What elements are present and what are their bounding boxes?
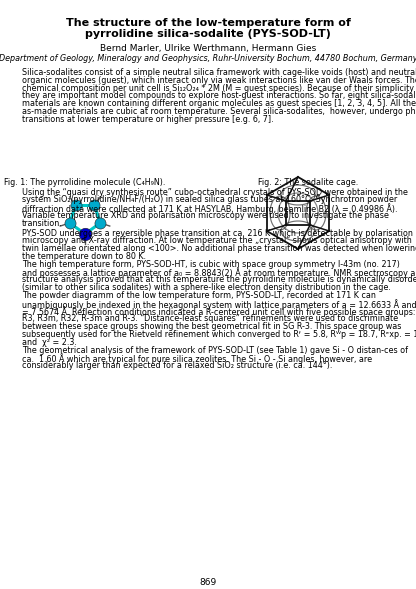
Text: pyrrolidine silica-sodalite (PYS-SOD-LT): pyrrolidine silica-sodalite (PYS-SOD-LT) [85, 29, 331, 39]
Text: R3, R3m, R32, R-3m and R-3. “Distance-least squares” refinements were used to di: R3, R3m, R32, R-3m and R-3. “Distance-le… [22, 315, 398, 323]
Text: PYS-SOD undergoes a reversible phase transition at ca. 216 K which is detectable: PYS-SOD undergoes a reversible phase tra… [22, 229, 413, 237]
Text: 869: 869 [199, 578, 217, 587]
Text: Bernd Marler, Ulrike Werthmann, Hermann Gies: Bernd Marler, Ulrike Werthmann, Hermann … [100, 44, 316, 53]
Text: Fig. 2: The sodalite cage.: Fig. 2: The sodalite cage. [258, 178, 358, 187]
Text: ca.  1.60 Å which are typical for pure silica zeolites. The Si - O - Si angles, : ca. 1.60 Å which are typical for pure si… [22, 353, 372, 364]
Text: system SiO₂/pyrrolidine/NH₄F/(H₂O) in sealed silica glass tubes at 160°C. Synchr: system SiO₂/pyrrolidine/NH₄F/(H₂O) in se… [22, 196, 397, 204]
Text: as-made materials are cubic at room temperature. Several silica-sodalites,  howe: as-made materials are cubic at room temp… [22, 107, 416, 116]
Text: Fig. 1: The pyrrolidine molecule (C₄H₉N).: Fig. 1: The pyrrolidine molecule (C₄H₉N)… [4, 178, 166, 187]
Text: Using the “quasi dry synthesis route” cubo-octahedral crystals of PYS-SOD were o: Using the “quasi dry synthesis route” cu… [22, 188, 408, 197]
Text: they are important model compounds to explore host-guest interactions. So far, e: they are important model compounds to ex… [22, 91, 416, 100]
Text: Silica-sodalites consist of a simple neutral silica framework with cage-like voi: Silica-sodalites consist of a simple neu… [22, 68, 416, 77]
Text: The geometrical analysis of the framework of PYS-SOD-LT (see Table 1) gave Si - : The geometrical analysis of the framewor… [22, 346, 408, 355]
Text: (similar to other silica sodalites) with a sphere-like electron density distribu: (similar to other silica sodalites) with… [22, 283, 391, 292]
Text: transitions at lower temperature or higher pressure [e.g. 6, 7].: transitions at lower temperature or high… [22, 115, 274, 124]
Text: Department of Geology, Mineralogy and Geophysics, Ruhr-University Bochum, 44780 : Department of Geology, Mineralogy and Ge… [0, 54, 416, 63]
Text: between these space groups showing the best geometrical fit in SG R-3. This spac: between these space groups showing the b… [22, 322, 401, 331]
Text: microscopy and X-ray diffraction. At low temperature the „crystal“ shows optical: microscopy and X-ray diffraction. At low… [22, 236, 412, 246]
Text: materials are known containing different organic molecules as guest species [1, : materials are known containing different… [22, 99, 416, 108]
Text: chemical composition per unit cell is Si₁₂O₂₄ * 2M (M = guest species). Because : chemical composition per unit cell is Si… [22, 84, 414, 92]
Text: Variable temperature XRD and polarisation microscopy were used to investigate th: Variable temperature XRD and polarisatio… [22, 211, 389, 220]
Text: The high temperature form, PYS-SOD-HT, is cubic with space group symmetry I-43m : The high temperature form, PYS-SOD-HT, i… [22, 260, 400, 269]
Text: = 7.5674 Å. Reflection conditions indicated a R-centered unit cell with five pos: = 7.5674 Å. Reflection conditions indica… [22, 307, 416, 317]
Text: structure analysis proved that at this temperature the pyrrolidine molecule is d: structure analysis proved that at this t… [22, 276, 416, 284]
Text: diffraction data were collected at 171 K at HASYLAB, Hamburg, beamline B2 (λ = 0: diffraction data were collected at 171 K… [22, 203, 398, 214]
Text: considerably larger than expected for a relaxed SiO₂ structure (i.e. ca. 144°).: considerably larger than expected for a … [22, 361, 332, 370]
Text: and  χ² = 2.3.: and χ² = 2.3. [22, 338, 77, 347]
Text: organic molecules (guest), which interact only via weak interactions like van de: organic molecules (guest), which interac… [22, 76, 416, 85]
Text: subsequently used for the Rietveld refinement which converged to Rᶠ = 5.8, Rᵂp =: subsequently used for the Rietveld refin… [22, 330, 416, 339]
Text: and possesses a lattice parameter of a₀ = 8.8843(2) Å at room temperature. NMR s: and possesses a lattice parameter of a₀ … [22, 267, 416, 279]
Text: The powder diagramm of the low temperature form, PYS-SOD-LT, recorded at 171 K c: The powder diagramm of the low temperatu… [22, 291, 376, 300]
Text: unambiguously be indexed in the hexagonal system with lattice parameters of a = : unambiguously be indexed in the hexagona… [22, 299, 416, 310]
Text: the temperature down to 80 K.: the temperature down to 80 K. [22, 252, 146, 261]
Text: The structure of the low-temperature form of: The structure of the low-temperature for… [66, 18, 350, 28]
Text: twin lamellae orientated along <100>. No additional phase transition was detecte: twin lamellae orientated along <100>. No… [22, 244, 416, 253]
Text: transition.: transition. [22, 219, 63, 228]
